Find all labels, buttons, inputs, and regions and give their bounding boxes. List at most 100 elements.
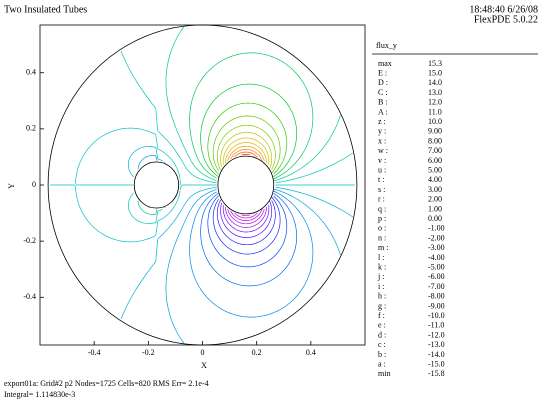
y-tick-label: 0.2 (26, 124, 36, 133)
legend-level-name: p : (378, 214, 386, 223)
contour-line (216, 199, 276, 246)
contour-line (220, 200, 273, 238)
legend-level-name: o : (378, 224, 386, 233)
legend-level-name: E : (378, 69, 387, 78)
tube-boundary (133, 161, 180, 209)
legend-level-value: -10.0 (428, 311, 445, 320)
legend-level-name: B : (378, 98, 388, 107)
contour-line (148, 161, 314, 318)
version: FlexPDE 5.0.22 (474, 14, 538, 25)
legend-level-value: 1.00 (428, 204, 442, 213)
legend-level-name: f : (378, 311, 385, 320)
legend-level-name: D : (378, 78, 388, 87)
legend-level-value: -8.00 (428, 292, 445, 301)
legend-level-name: y : (378, 127, 386, 136)
footer-line: Integral= 1.114830e-3 (4, 390, 75, 399)
contour-line (222, 204, 270, 233)
legend-level-name: m : (378, 243, 388, 252)
legend-title: flux_y (376, 41, 397, 50)
legend-min-label: min (378, 369, 390, 378)
legend-level-value: -5.00 (428, 263, 445, 272)
contour-line (148, 52, 314, 209)
legend-level-name: b : (378, 350, 386, 359)
legend-level-value: -13.0 (428, 340, 445, 349)
x-tick-label: 0 (201, 348, 205, 357)
legend-level-name: C : (378, 88, 388, 97)
legend-level-value: 11.0 (428, 107, 442, 116)
legend-level-value: -3.00 (428, 243, 445, 252)
legend-level-value: 3.00 (428, 185, 442, 194)
contour-line (137, 26, 341, 215)
legend-level-value: 10.0 (428, 117, 442, 126)
legend-level-name: h : (378, 292, 386, 301)
legend-level-value: -2.00 (428, 233, 445, 242)
contour-line (120, 146, 354, 320)
contour-line (230, 149, 263, 162)
legend-level-name: j : (377, 272, 384, 281)
contour-line (222, 137, 270, 166)
legend-level-value: 0.00 (428, 214, 442, 223)
legend-level-value: -9.00 (428, 301, 445, 310)
contour-line (224, 206, 267, 228)
legend-level-name: e : (378, 321, 386, 330)
chart-title: Two Insulated Tubes (4, 4, 87, 15)
legend-max-value: 15.3 (428, 59, 442, 68)
legend-level-value: 6.00 (428, 156, 442, 165)
contour-line (207, 102, 288, 175)
legend-level-name: w : (378, 146, 388, 155)
legend-level-value: -12.0 (428, 330, 445, 339)
legend-level-name: q : (378, 204, 386, 213)
legend-level-name: v : (378, 156, 386, 165)
legend-level-value: -4.00 (428, 253, 445, 262)
legend-level-value: 13.0 (428, 88, 442, 97)
y-tick-label: -0.2 (23, 236, 36, 245)
legend-level-value: -11.0 (428, 321, 444, 330)
legend-level-value: -14.0 (428, 350, 445, 359)
legend-level-value: -6.00 (428, 272, 445, 281)
legend-level-name: i : (378, 282, 384, 291)
contour-line (230, 208, 263, 221)
contour-line (120, 50, 354, 224)
y-axis-label: Y (7, 183, 16, 189)
contour-line (200, 192, 298, 287)
x-tick-label: -0.2 (142, 348, 155, 357)
contour-line (216, 124, 276, 171)
legend-level-name: x : (378, 136, 386, 145)
contour-line (212, 115, 281, 174)
legend-level-value: 5.00 (428, 166, 442, 175)
legend-level-value: -15.0 (428, 360, 445, 369)
legend-max-label: max (378, 59, 392, 68)
legend-min-value: -15.8 (428, 369, 445, 378)
footer-line: export01a: Grid#2 p2 Nodes=1725 Cells=82… (4, 379, 209, 388)
legend-level-value: 2.00 (428, 195, 442, 204)
contour-line (224, 142, 267, 164)
legend-level-name: a : (378, 360, 386, 369)
legend-level-value: 12.0 (428, 98, 442, 107)
tube-boundary (217, 155, 275, 215)
y-tick-label: -0.4 (23, 292, 36, 301)
legend-level-value: 4.00 (428, 175, 442, 184)
contour-line (50, 127, 355, 243)
x-tick-label: 0.4 (306, 348, 316, 357)
legend-level-name: A : (378, 107, 388, 116)
legend-level-value: 14.0 (428, 78, 442, 87)
legend-level-value: 15.0 (428, 69, 442, 78)
legend-level-name: u : (378, 166, 386, 175)
domain-boundary (47, 24, 358, 346)
x-tick-label: -0.4 (88, 348, 101, 357)
contour-line (220, 132, 273, 170)
y-tick-label: 0.4 (26, 68, 36, 77)
legend-level-name: g : (378, 301, 386, 310)
legend-level-name: n : (378, 233, 386, 242)
contour-line (207, 195, 288, 268)
legend-level-value: -1.00 (428, 224, 445, 233)
legend-level-name: c : (378, 340, 386, 349)
legend-level-value: -7.00 (428, 282, 445, 291)
y-tick-label: 0 (32, 180, 36, 189)
contour-line (241, 212, 255, 217)
legend-level-value: 8.00 (428, 136, 442, 145)
legend-level-name: k : (378, 263, 386, 272)
timestamp: 18:48:40 6/26/08 (469, 4, 538, 15)
contour-line (232, 210, 258, 219)
